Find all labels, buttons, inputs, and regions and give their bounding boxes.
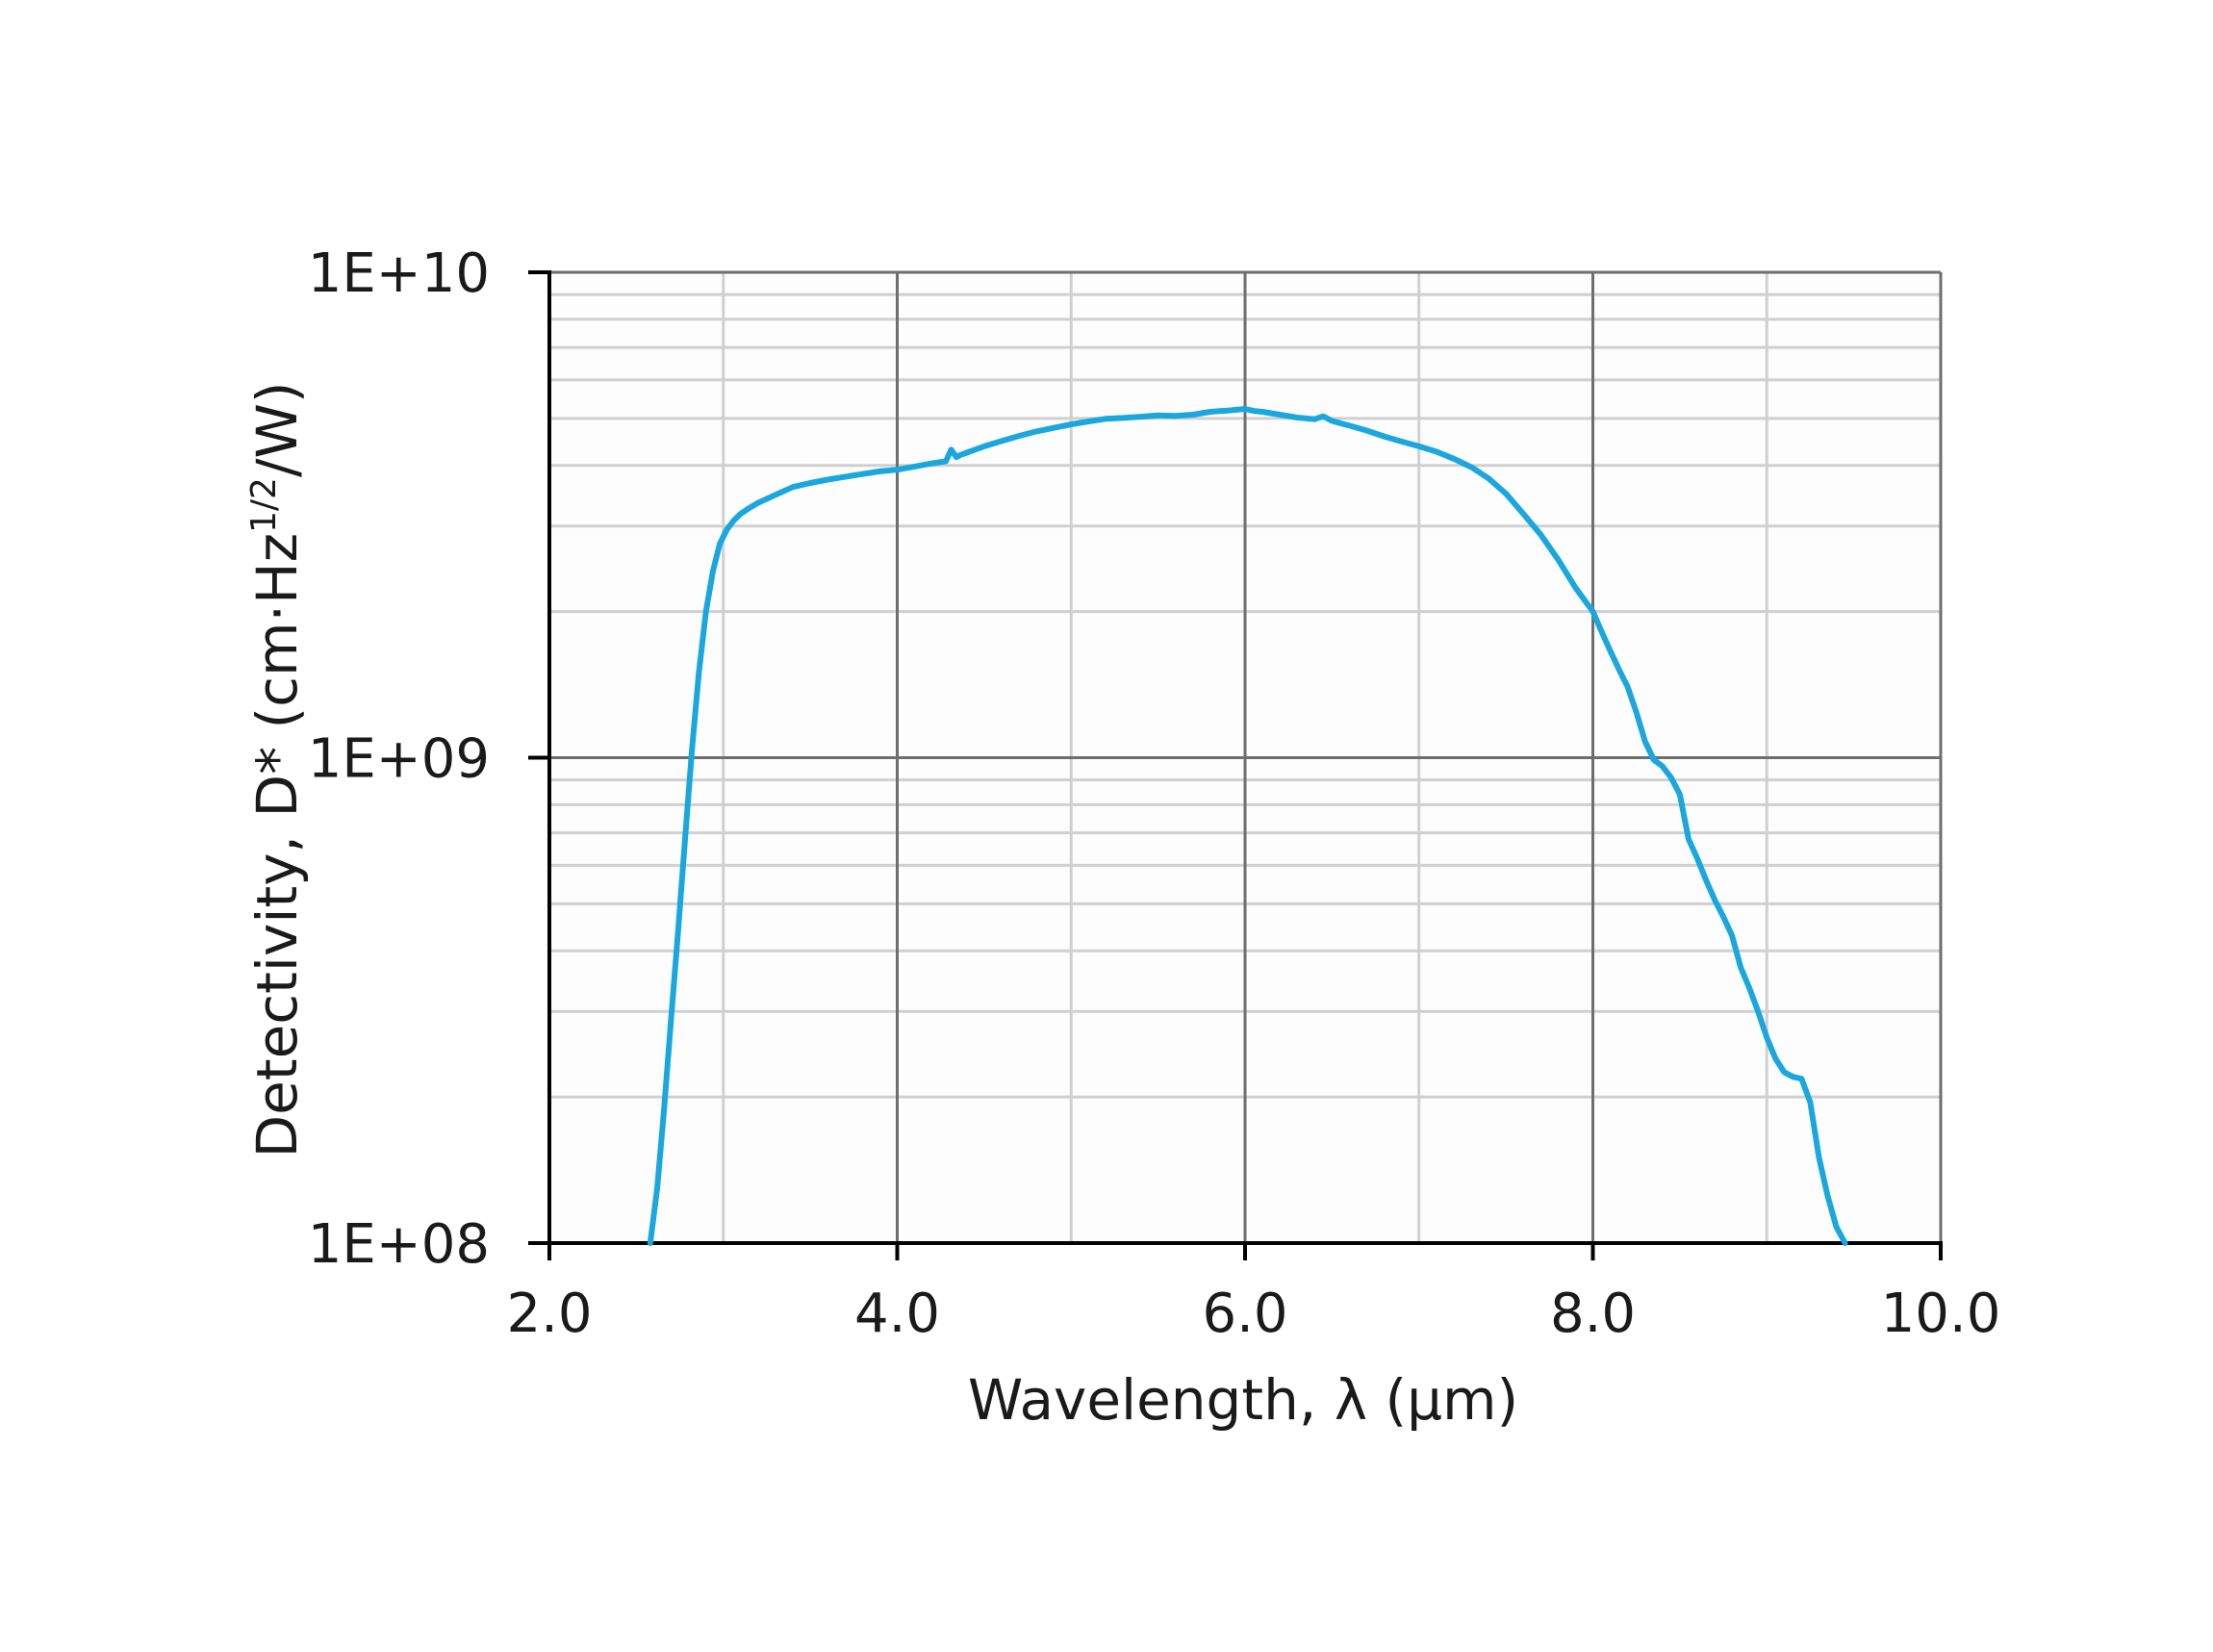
y-tick-label: 1E+09 bbox=[308, 728, 490, 791]
x-tick-label: 6.0 bbox=[1202, 1283, 1287, 1345]
y-tick-label: 1E+08 bbox=[308, 1213, 490, 1276]
series-line-1 bbox=[647, 406, 1848, 1246]
y-tick-label: 1E+10 bbox=[308, 242, 490, 305]
series-layer bbox=[647, 406, 1848, 1246]
y-axis-title-suffix: /W) bbox=[244, 382, 310, 478]
y-axis-title: Detectivity, D* (cm·Hz1/2/W) bbox=[244, 382, 310, 1158]
axes bbox=[528, 270, 1943, 1260]
y-axis-title-prefix: Detectivity, D* (cm·Hz bbox=[244, 533, 310, 1158]
x-axis-title: Wavelength, λ (μm) bbox=[968, 1367, 1518, 1433]
x-tick-label: 8.0 bbox=[1550, 1283, 1636, 1345]
x-tick-label: 2.0 bbox=[506, 1283, 592, 1345]
y-axis-title-superscript: 1/2 bbox=[244, 477, 284, 533]
grid-lines bbox=[549, 270, 1943, 1243]
tick-labels: 2.0 4.0 6.0 8.0 10.0 1E+08 1E+09 1E+10 bbox=[308, 242, 2001, 1345]
x-tick-label: 4.0 bbox=[854, 1283, 940, 1345]
x-tick-label: 10.0 bbox=[1881, 1283, 2001, 1345]
